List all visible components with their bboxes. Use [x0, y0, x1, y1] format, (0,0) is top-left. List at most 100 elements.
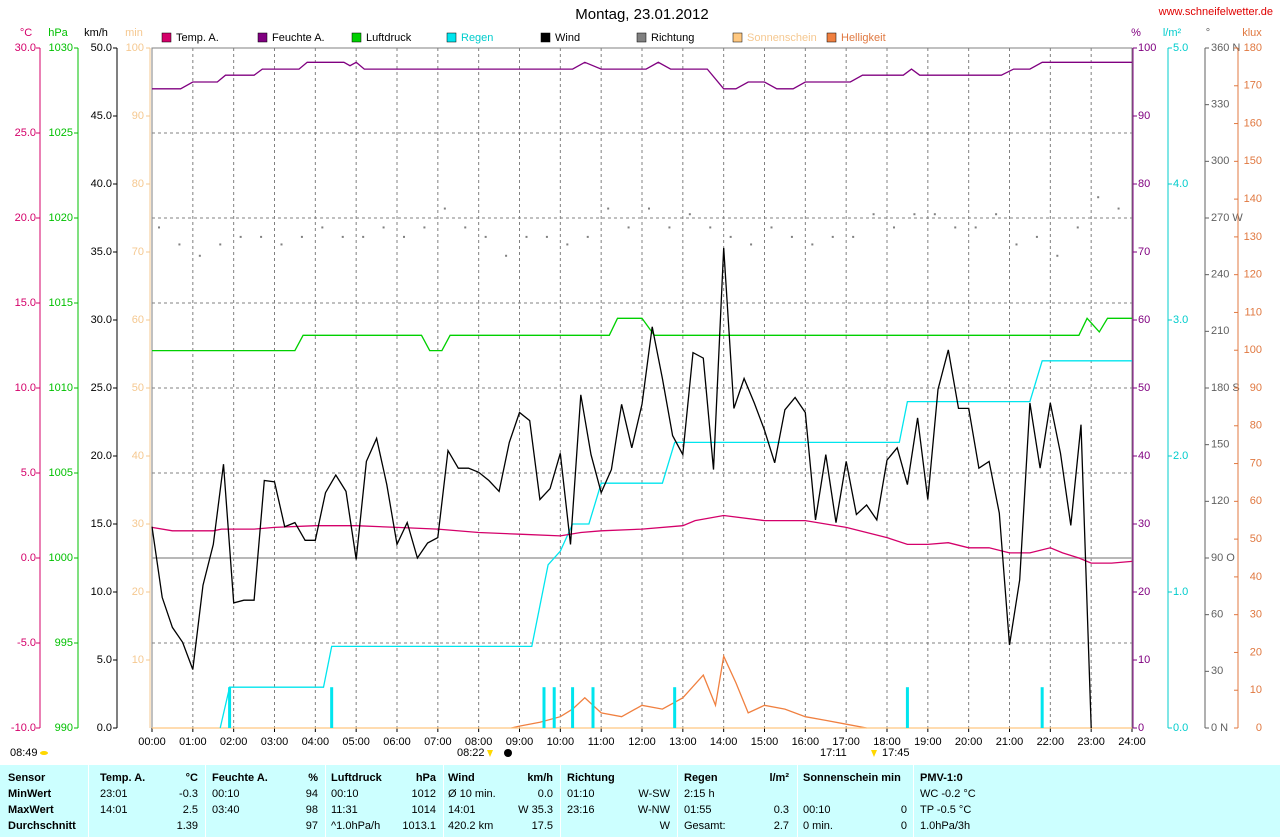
table-cell: 01:55: [684, 804, 712, 816]
x-tick-label: 08:00: [465, 736, 493, 748]
y-tick-label: 1020: [49, 212, 73, 224]
series-line: [151, 514, 1133, 564]
table-header: Luftdruck: [331, 772, 382, 784]
y-tick-label: 10: [132, 654, 144, 666]
direction-dot: [750, 243, 753, 246]
legend-swatch: [826, 32, 837, 43]
y-tick-label: 160: [1244, 117, 1262, 129]
table-cell: 0.3: [773, 804, 789, 816]
y-tick-label: 50: [1250, 533, 1262, 545]
direction-dot: [545, 235, 548, 238]
table-cell: 1.39: [176, 820, 198, 832]
y-tick-label: 30: [1211, 665, 1223, 677]
chart-title: Montag, 23.01.2012: [575, 6, 708, 23]
y-tick-label: 20: [132, 586, 144, 598]
y-tick-label: 120: [1244, 269, 1262, 281]
y-tick-label: 70: [132, 246, 144, 258]
direction-dot: [852, 235, 855, 238]
table-cell: 0: [900, 804, 907, 816]
direction-dot: [872, 213, 875, 216]
table-cell: 1012: [411, 788, 436, 800]
table-cell: 01:10: [567, 788, 595, 800]
x-tick-label: 11:00: [588, 736, 615, 748]
legend-swatch: [636, 32, 647, 43]
direction-dot: [443, 207, 446, 210]
direction-dot: [668, 226, 671, 229]
y-tick-label: 1015: [49, 297, 73, 309]
y-tick-label: 2.0: [1173, 450, 1188, 462]
direction-dot: [341, 235, 344, 238]
y-tick-label: 0: [1256, 722, 1262, 734]
y-tick-label: 1025: [49, 127, 73, 139]
axis-unit: °C: [20, 27, 32, 39]
x-tick-label: 10:00: [547, 736, 575, 748]
sunset-marker: [871, 750, 877, 757]
y-tick-label: 40: [132, 450, 144, 462]
y-tick-label: 50: [1138, 382, 1150, 394]
table-cell: 2.7: [773, 820, 789, 832]
y-tick-label: 140: [1244, 193, 1262, 205]
table-cell: -0.3: [179, 788, 198, 800]
y-tick-label: 30: [1138, 518, 1150, 530]
table-cell: WC -0.2 °C: [920, 788, 976, 800]
axis-unit: %: [1131, 27, 1141, 39]
direction-dot: [1076, 226, 1079, 229]
direction-dot: [403, 235, 405, 238]
y-tick-label: 40.0: [91, 178, 112, 190]
x-tick-label: 07:00: [424, 736, 452, 748]
y-tick-label: 10: [1250, 684, 1262, 696]
sunrise-marker: [487, 750, 493, 757]
rain-bar: [673, 687, 677, 728]
direction-dot: [811, 243, 814, 246]
x-tick-label: 18:00: [873, 736, 901, 748]
x-tick-label: 13:00: [669, 736, 697, 748]
y-tick-label: 20: [1138, 586, 1150, 598]
direction-dot: [729, 235, 732, 238]
legend-swatch: [257, 32, 268, 43]
direction-dot: [362, 235, 365, 238]
y-tick-label: 150: [1211, 439, 1229, 451]
table-cell: MinWert: [8, 788, 52, 800]
table-header: %: [308, 772, 318, 784]
rain-bar: [905, 687, 909, 728]
y-tick-label: 270 W: [1211, 212, 1243, 224]
direction-dot: [464, 226, 467, 229]
y-tick-label: 90: [132, 110, 144, 122]
direction-dot: [219, 243, 222, 246]
table-cell: 14:01: [100, 804, 128, 816]
y-tick-label: 20: [1250, 646, 1262, 658]
column-separator: [88, 765, 89, 837]
direction-dot: [995, 213, 998, 216]
y-tick-label: 1005: [49, 467, 73, 479]
series-line: [511, 654, 867, 729]
y-tick-label: 60: [1211, 609, 1223, 621]
column-separator: [913, 765, 914, 837]
direction-dot: [423, 226, 426, 229]
table-cell: 23:16: [567, 804, 595, 816]
y-tick-label: 1030: [49, 42, 73, 54]
y-tick-label: 80: [1250, 420, 1262, 432]
y-tick-label: 20.0: [15, 212, 36, 224]
direction-dot: [1097, 196, 1100, 199]
direction-dot: [790, 235, 793, 238]
rain-bar: [1040, 687, 1044, 728]
table-cell: MaxWert: [8, 804, 54, 816]
y-tick-label: 90: [1250, 382, 1262, 394]
rain-bar: [228, 687, 232, 728]
series-line: [151, 247, 1092, 729]
y-tick-label: 50.0: [91, 42, 112, 54]
table-cell: 23:01: [100, 788, 128, 800]
y-tick-label: 4.0: [1173, 178, 1188, 190]
y-tick-label: 130: [1244, 231, 1262, 243]
y-tick-label: 170: [1244, 80, 1262, 92]
axis-unit: min: [125, 27, 143, 39]
y-tick-label: 15.0: [15, 297, 36, 309]
table-header: Sensor: [8, 772, 46, 784]
direction-dot: [178, 243, 181, 246]
direction-dot: [974, 226, 977, 229]
y-tick-label: 210: [1211, 325, 1229, 337]
x-tick-label: 24:00: [1118, 736, 1146, 748]
x-tick-label: 00:00: [138, 736, 166, 748]
y-tick-label: 240: [1211, 269, 1229, 281]
